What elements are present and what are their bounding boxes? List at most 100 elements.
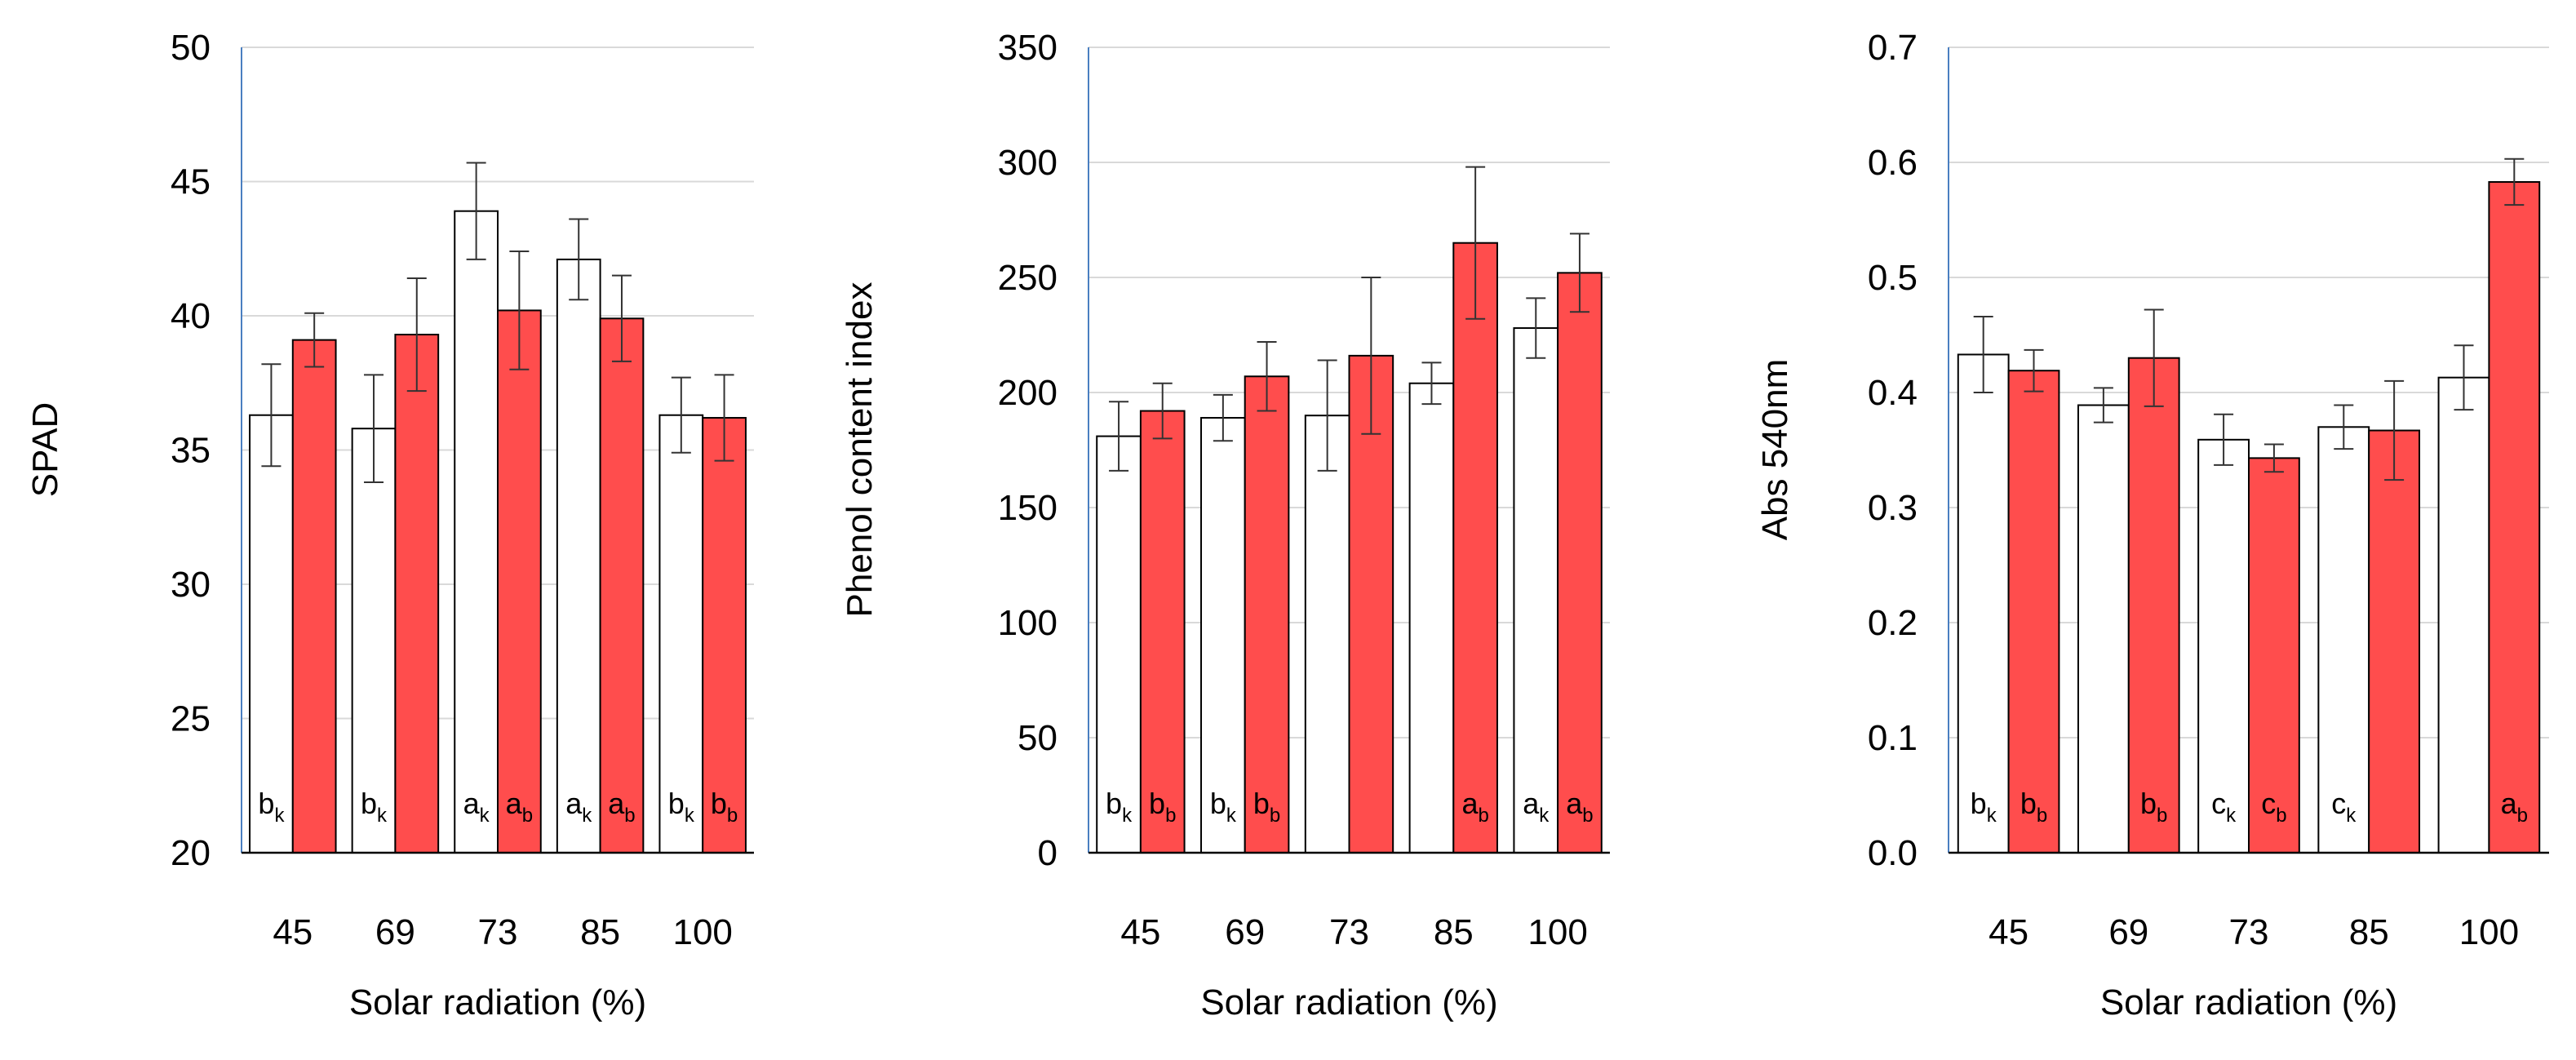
bar-red-85 (599, 317, 645, 854)
y-tick-label: 0.6 (1868, 143, 1918, 183)
letter-main: c (2331, 787, 2346, 820)
y-tick-label: 45 (171, 162, 211, 202)
bar-white-69 (2077, 404, 2130, 854)
letter-subscript: b (2157, 805, 2167, 827)
bar-white-73 (2197, 438, 2250, 854)
letter-subscript: k (377, 805, 388, 827)
x-tick-label: 69 (1225, 912, 1265, 952)
y-axis-label: SPAD (25, 402, 65, 498)
bar-red-69 (2127, 357, 2180, 854)
significance-letter: bb (1253, 787, 1280, 827)
significance-letter: bk (1971, 787, 1997, 827)
bar-red-69 (394, 334, 440, 854)
bar-red-73 (1348, 354, 1394, 854)
letter-main: c (2261, 787, 2276, 820)
y-tick-label: 300 (998, 143, 1057, 183)
y-tick-label: 30 (171, 565, 211, 605)
letter-main: b (1149, 787, 1165, 820)
bar-white-45 (1096, 435, 1142, 854)
bar-red-45 (2007, 370, 2060, 854)
y-tick-label: 0.5 (1868, 258, 1918, 298)
x-tick-label: 45 (1120, 912, 1160, 952)
y-tick-label: 0 (1038, 833, 1057, 873)
y-tick-label: 20 (171, 833, 211, 873)
y-tick-label: 0.7 (1868, 28, 1918, 68)
bar-white-100 (1513, 327, 1559, 854)
bar-white-85 (1408, 382, 1455, 854)
y-tick-label: 100 (998, 603, 1057, 643)
letter-main: b (258, 787, 274, 820)
letter-subscript: k (2346, 805, 2357, 827)
letter-subscript: b (1270, 805, 1280, 827)
letter-main: b (361, 787, 377, 820)
letter-main: b (1106, 787, 1122, 820)
significance-letter: bb (2140, 787, 2167, 827)
letter-main: a (2501, 787, 2518, 820)
bar-red-85 (2368, 429, 2421, 854)
bar-white-45 (1957, 353, 2010, 854)
letter-subscript: b (1165, 805, 1176, 827)
letter-main: a (1566, 787, 1583, 820)
letter-subscript: k (685, 805, 695, 827)
x-tick-label: 100 (672, 912, 732, 952)
letter-subscript: k (1122, 805, 1133, 827)
bar-white-85 (2317, 426, 2370, 854)
letter-main: b (1971, 787, 1987, 820)
y-tick-label: 0.4 (1868, 373, 1918, 413)
bar-white-85 (556, 258, 601, 854)
y-tick-label: 150 (998, 488, 1057, 528)
significance-letter: ck (2211, 787, 2237, 827)
bar-red-100 (1557, 272, 1603, 854)
x-axis-label: Solar radiation (%) (2100, 982, 2397, 1022)
significance-letter: ak (463, 787, 490, 827)
y-tick-label: 250 (998, 258, 1057, 298)
x-tick-label: 100 (1527, 912, 1587, 952)
letter-main: a (1461, 787, 1479, 820)
bar-white-100 (2437, 376, 2490, 854)
letter-subscript: k (274, 805, 285, 827)
x-tick-label: 100 (2459, 912, 2519, 952)
significance-letter: bb (2020, 787, 2047, 827)
letter-subscript: k (480, 805, 490, 827)
letter-subscript: b (624, 805, 635, 827)
y-tick-label: 0.1 (1868, 718, 1918, 758)
bar-red-100 (702, 417, 747, 854)
x-axis-label: Solar radiation (%) (1200, 982, 1497, 1022)
bar-red-85 (1452, 242, 1498, 854)
x-tick-label: 85 (2349, 912, 2389, 952)
significance-letter: ab (506, 787, 533, 827)
y-tick-label: 200 (998, 373, 1057, 413)
significance-letter: cb (2261, 787, 2286, 827)
bar-white-100 (658, 414, 704, 854)
significance-letter: bk (1106, 787, 1133, 827)
bar-red-45 (291, 339, 337, 854)
y-tick-label: 0.0 (1868, 833, 1918, 873)
letter-subscript: b (727, 805, 738, 827)
letter-main: a (608, 787, 625, 820)
letter-main: a (565, 787, 583, 820)
x-tick-label: 73 (2229, 912, 2269, 952)
significance-letter: bb (1149, 787, 1176, 827)
significance-letter: bb (711, 787, 738, 827)
letter-subscript: k (1539, 805, 1550, 827)
letter-main: b (711, 787, 727, 820)
significance-letter: ab (1566, 787, 1593, 827)
y-axis-label: Abs 540nm (1755, 359, 1795, 541)
y-axis-label: Phenol content index (840, 282, 880, 618)
letter-subscript: k (582, 805, 592, 827)
x-tick-label: 85 (580, 912, 620, 952)
letter-subscript: k (2226, 805, 2237, 827)
bar-red-73 (497, 309, 542, 854)
y-tick-label: 0.3 (1868, 488, 1918, 528)
significance-letter: ab (1461, 787, 1488, 827)
bar-white-73 (1304, 415, 1350, 854)
x-tick-label: 45 (273, 912, 313, 952)
x-tick-label: 45 (1989, 912, 2028, 952)
significance-letter: ak (565, 787, 592, 827)
significance-letter: ab (2501, 787, 2528, 827)
letter-main: a (506, 787, 523, 820)
letter-main: a (1523, 787, 1540, 820)
letter-subscript: b (2037, 805, 2047, 827)
